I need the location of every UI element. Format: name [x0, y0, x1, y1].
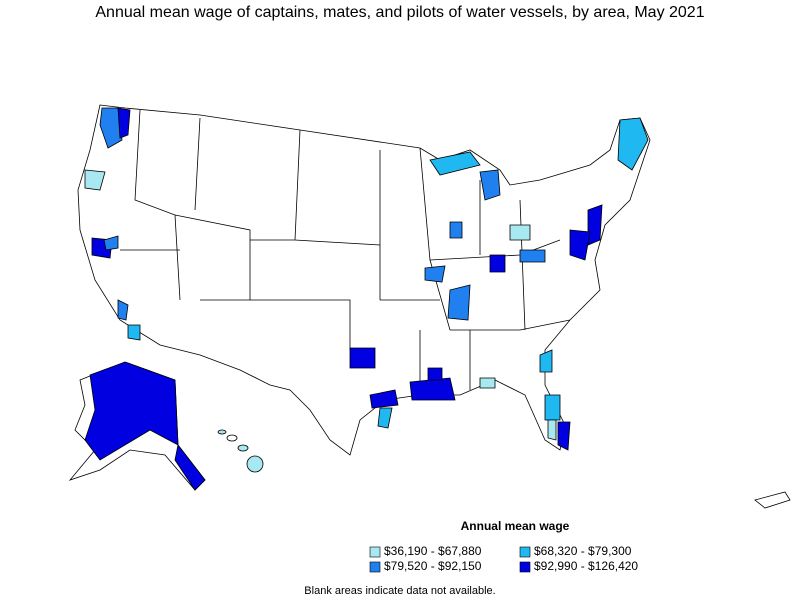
legend-swatch [369, 546, 381, 558]
region [617, 117, 649, 171]
map-title: Annual mean wage of captains, mates, and… [95, 4, 704, 21]
region [547, 419, 557, 441]
region [569, 229, 591, 261]
region [174, 444, 206, 491]
legend-label: $36,190 - $67,880 [384, 544, 482, 558]
legend-label: $68,320 - $79,300 [534, 544, 632, 558]
region [544, 394, 561, 421]
legend-title: Annual mean wage [461, 519, 570, 533]
puerto-rico [754, 491, 791, 509]
region [449, 221, 463, 239]
region [479, 169, 501, 201]
region [447, 284, 471, 321]
legend-label: $92,990 - $126,420 [534, 559, 638, 573]
region [99, 107, 123, 149]
legend-label: $79,520 - $92,150 [384, 559, 482, 573]
region [117, 107, 131, 139]
hawaii-island [217, 429, 227, 435]
region [103, 235, 119, 251]
legend: $36,190 - $67,880 $68,320 - $79,300 $79,52… [369, 544, 638, 573]
region [557, 421, 571, 451]
hawaii-island [226, 434, 238, 442]
region [429, 151, 481, 176]
region [427, 367, 443, 381]
region [84, 169, 106, 191]
region [409, 377, 456, 401]
region [369, 389, 399, 409]
footnote: Blank areas indicate data not available. [304, 585, 495, 597]
region [127, 324, 141, 341]
region [377, 407, 393, 429]
region [349, 347, 376, 369]
legend-swatch [519, 546, 531, 558]
region [519, 249, 546, 263]
region [117, 299, 129, 321]
region [479, 377, 496, 389]
map [68, 104, 791, 509]
region [424, 265, 446, 283]
region [587, 204, 603, 246]
legend-swatch [519, 561, 531, 573]
region [509, 224, 531, 241]
hawaii-island [246, 455, 264, 473]
region [539, 349, 553, 373]
hawaii-island [237, 444, 249, 452]
legend-swatch [369, 561, 381, 573]
region [489, 254, 506, 273]
region [84, 361, 179, 461]
